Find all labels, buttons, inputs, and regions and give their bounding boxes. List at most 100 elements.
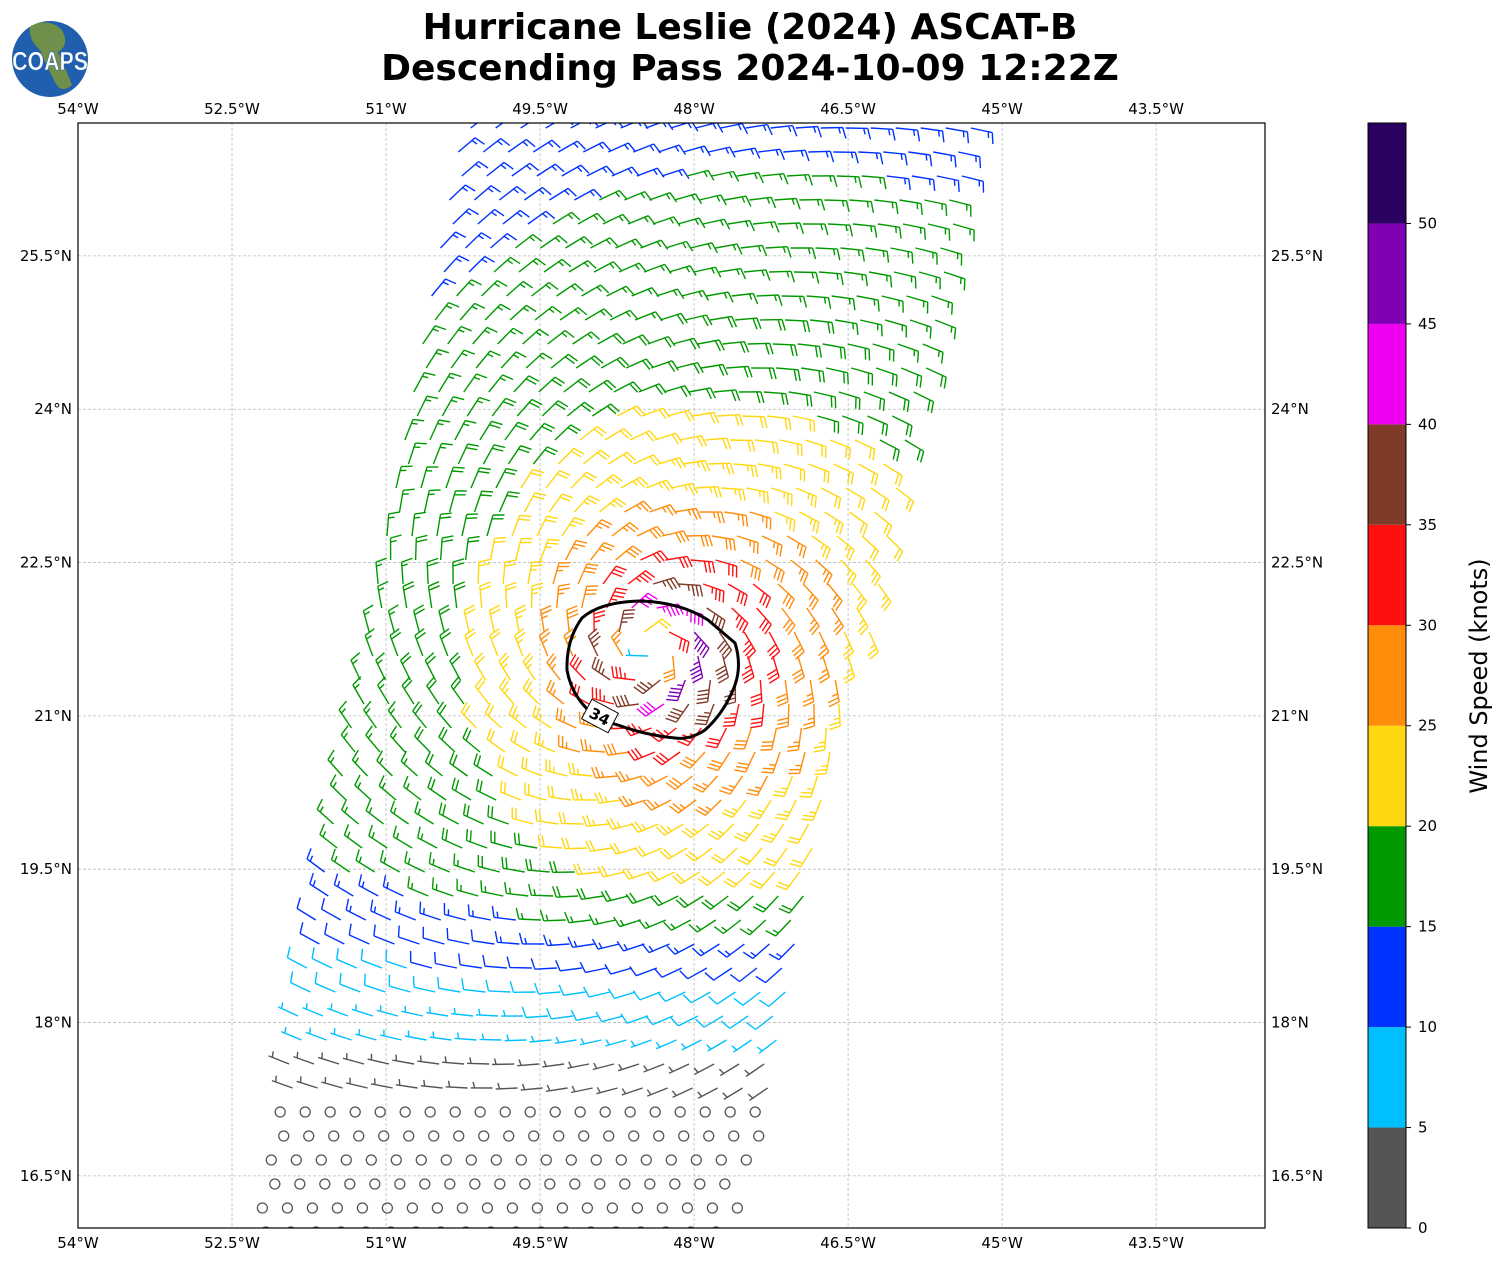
wind-barb xyxy=(588,914,616,926)
wind-barb xyxy=(591,687,615,705)
wind-barb xyxy=(463,373,488,393)
calm-circle xyxy=(653,1130,665,1142)
wind-barb xyxy=(747,1087,768,1101)
wind-barb xyxy=(861,535,879,562)
wind-barb xyxy=(766,655,780,684)
wind-barb xyxy=(827,583,843,611)
wind-barb xyxy=(692,411,720,424)
wind-barb xyxy=(634,311,663,322)
wind-barb xyxy=(774,511,796,532)
wind-barb xyxy=(437,976,461,993)
wind-barb xyxy=(843,655,856,684)
calm-circle xyxy=(294,1178,306,1190)
chart-subtitle: Descending Pass 2024-10-09 12:22Z xyxy=(381,48,1119,89)
wind-barb xyxy=(531,582,544,609)
wind-barb xyxy=(701,895,729,910)
wind-barb xyxy=(813,727,828,753)
wind-barb xyxy=(720,487,746,501)
wind-barb xyxy=(884,319,907,338)
wind-barb xyxy=(610,628,624,657)
wind-barb xyxy=(747,342,774,355)
wind-barb xyxy=(504,421,529,441)
wind-barb xyxy=(532,705,552,729)
wind-barb xyxy=(558,734,581,753)
wind-barb xyxy=(649,192,678,203)
wind-barb xyxy=(620,476,649,489)
wind-barb xyxy=(426,676,440,705)
wind-barb xyxy=(566,401,595,417)
wind-barb xyxy=(488,604,501,633)
wind-barb xyxy=(690,559,716,574)
wind-barb xyxy=(509,981,536,993)
wind-barb xyxy=(763,847,788,867)
calm-circle xyxy=(340,1154,352,1166)
wind-barb xyxy=(413,726,431,753)
wind-barb xyxy=(575,355,604,369)
wind-barb xyxy=(597,332,626,345)
wind-barb xyxy=(470,467,491,489)
lon-tick-label: 54°W xyxy=(57,100,99,118)
wind-barb xyxy=(587,628,601,657)
wind-barb xyxy=(745,123,773,136)
calm-circle xyxy=(506,1202,519,1214)
wind-barb xyxy=(409,950,433,969)
wind-barb xyxy=(678,583,704,597)
wind-barb xyxy=(679,435,708,448)
wind-barb xyxy=(489,628,501,657)
wind-barb xyxy=(943,271,966,291)
wind-barb xyxy=(781,295,808,308)
wind-barb xyxy=(498,186,527,201)
wind-barb xyxy=(596,1086,618,1095)
lat-tick-label: 24°N xyxy=(1271,400,1309,418)
wind-barb xyxy=(377,580,389,609)
lon-tick-label: 46.5°W xyxy=(820,1234,876,1252)
wind-barb xyxy=(633,679,661,695)
wind-barb xyxy=(438,726,456,753)
wind-barb xyxy=(429,419,451,441)
wind-barb xyxy=(477,854,500,873)
wind-barb xyxy=(481,279,508,297)
wind-barb xyxy=(443,902,466,921)
wind-barb xyxy=(756,607,772,635)
wind-barb xyxy=(392,825,413,849)
calm-circle xyxy=(453,1130,465,1142)
wind-barb xyxy=(567,936,595,948)
wind-barb xyxy=(494,930,520,945)
wind-barb xyxy=(394,900,417,921)
wind-barb xyxy=(899,199,923,215)
wind-barb xyxy=(545,1084,568,1092)
wind-barb xyxy=(475,1008,499,1017)
wind-barb xyxy=(546,1008,574,1020)
wind-barb xyxy=(402,580,415,609)
wind-barb xyxy=(791,655,805,684)
wind-barb xyxy=(454,419,477,441)
wind-barb xyxy=(523,492,547,513)
calm-circle xyxy=(274,1106,286,1118)
wind-barb xyxy=(681,289,710,301)
wind-barb xyxy=(561,164,590,177)
wind-barb xyxy=(908,151,933,167)
wind-barb xyxy=(643,1063,665,1073)
wind-barb xyxy=(656,823,684,836)
wind-barb xyxy=(522,328,550,345)
wind-barb xyxy=(726,895,754,912)
wind-barb xyxy=(683,145,711,157)
chart-title: Hurricane Leslie (2024) ASCAT-B xyxy=(422,7,1078,48)
calm-circle xyxy=(640,1154,652,1166)
wind-barb xyxy=(400,557,413,585)
wind-barb xyxy=(581,284,610,297)
wind-barb xyxy=(592,1062,615,1071)
wind-barb xyxy=(534,809,559,825)
wind-barb xyxy=(693,266,722,278)
lon-tick-label: 48°W xyxy=(673,1234,715,1252)
wind-barb xyxy=(485,979,511,993)
wind-barb xyxy=(761,173,789,185)
wind-barb xyxy=(646,1087,668,1097)
lat-tick-label: 21°N xyxy=(1271,707,1309,725)
wind-barb xyxy=(345,898,367,921)
wind-barb xyxy=(482,444,506,465)
lon-tick-label: 52.5°W xyxy=(204,100,260,118)
calm-circle xyxy=(636,1226,645,1228)
wind-barb xyxy=(874,511,893,537)
wind-barb xyxy=(902,223,926,240)
